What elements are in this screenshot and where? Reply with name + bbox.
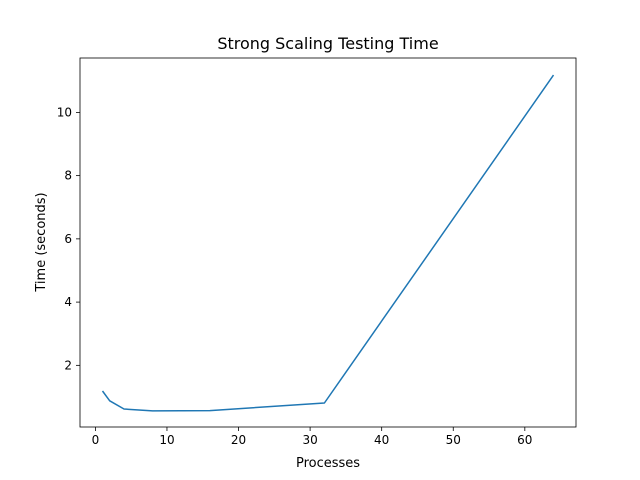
y-tick-label: 2 (64, 358, 72, 372)
plot-area (79, 57, 577, 428)
x-axis-ticks: 0 10 20 30 40 50 60 (92, 427, 532, 447)
x-tick-label: 50 (446, 433, 461, 447)
x-tick-label: 40 (374, 433, 389, 447)
plot-frame (79, 57, 577, 428)
y-tick-label: 6 (64, 232, 72, 246)
x-tick-label: 10 (159, 433, 174, 447)
y-tick-label: 10 (57, 105, 72, 119)
chart-title: Strong Scaling Testing Time (217, 34, 438, 53)
y-tick-label: 4 (64, 295, 72, 309)
y-tick-label: 8 (64, 169, 72, 183)
x-tick-label: 60 (517, 433, 532, 447)
y-axis-ticks: 2 4 6 8 10 (57, 105, 80, 372)
x-tick-label: 0 (92, 433, 100, 447)
x-tick-label: 30 (302, 433, 317, 447)
x-tick-label: 20 (231, 433, 246, 447)
series-line (101, 74, 555, 412)
y-axis-label: Time (seconds) (34, 192, 49, 292)
x-axis-label: Processes (296, 456, 360, 471)
